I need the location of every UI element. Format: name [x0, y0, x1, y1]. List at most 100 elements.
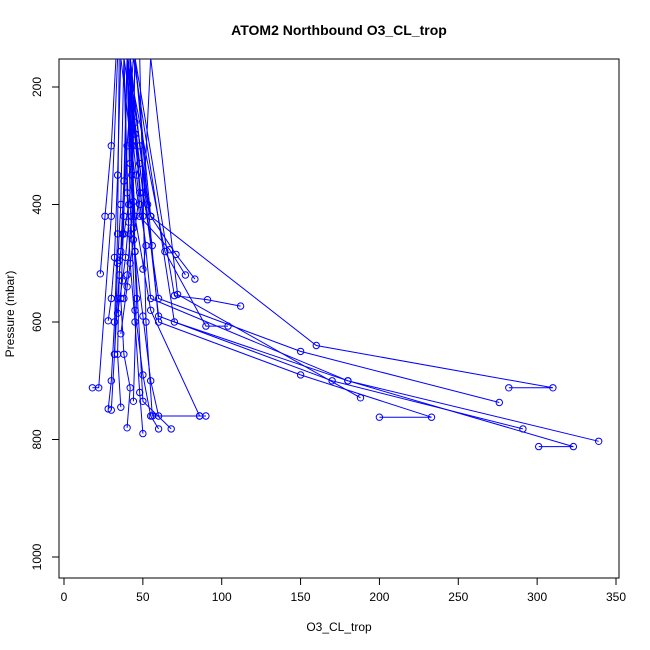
profile-line: [120, 59, 186, 276]
profile-line: [120, 59, 131, 428]
data-point: [595, 437, 603, 445]
profile-line: [126, 59, 160, 417]
profile-line: [123, 59, 500, 403]
data-point: [173, 290, 182, 299]
data-point: [427, 413, 436, 421]
data-point: [96, 270, 105, 278]
profile-line: [150, 59, 361, 399]
profile-line: [139, 59, 200, 417]
x-tick-label: 300: [527, 590, 547, 604]
profile-line: [107, 59, 120, 409]
data-point: [296, 347, 305, 356]
data-point: [312, 341, 320, 350]
profile-line: [99, 59, 117, 274]
data-point: [118, 277, 127, 285]
data-point: [132, 294, 141, 303]
profile-36: [113, 59, 133, 317]
x-tick-label: 100: [212, 590, 232, 604]
profile-line: [117, 59, 130, 314]
data-point: [101, 212, 109, 221]
y-axis: 200 400 600 800 1000: [30, 77, 60, 570]
data-point: [115, 256, 123, 264]
profile-line: [126, 59, 574, 448]
data-point: [132, 171, 141, 179]
data-point: [117, 247, 125, 256]
y-tick-label: 400: [30, 194, 44, 214]
profile-35: [117, 59, 144, 338]
data-point: [129, 236, 138, 244]
chart-title: ATOM2 Northbound O3_CL_trop: [231, 22, 447, 38]
data-point: [148, 412, 157, 420]
data-point: [535, 442, 543, 451]
profile-3: [117, 59, 134, 432]
data-point: [123, 424, 131, 432]
data-point: [154, 318, 163, 326]
profile-line: [134, 59, 196, 280]
profile-line: [126, 59, 553, 389]
data-point: [161, 247, 169, 256]
profile-line: [133, 59, 599, 442]
data-point: [181, 271, 190, 279]
profile-31: [129, 59, 527, 433]
data-point: [121, 253, 130, 262]
data-point: [170, 318, 179, 326]
data-point: [120, 350, 128, 358]
data-point: [203, 296, 212, 304]
y-tick-label: 1000: [30, 543, 44, 570]
data-point: [139, 212, 147, 221]
data-point: [95, 384, 103, 392]
y-tick-label: 600: [30, 312, 44, 332]
data-point: [131, 318, 139, 326]
data-point: [195, 412, 204, 420]
profile-line: [126, 59, 160, 430]
data-point: [117, 403, 125, 411]
data-point: [129, 224, 138, 232]
data-point: [328, 377, 336, 385]
data-point: [147, 306, 155, 314]
profile-line: [134, 59, 241, 307]
data-point: [569, 442, 578, 451]
data-point: [344, 377, 352, 385]
data-point: [154, 312, 163, 320]
data-point: [120, 294, 128, 303]
profile-29: [126, 59, 557, 392]
data-point: [139, 429, 147, 438]
data-point: [123, 283, 131, 291]
profile-27: [150, 59, 365, 402]
profile-11: [104, 59, 122, 413]
data-point: [495, 398, 503, 407]
data-point: [117, 330, 125, 338]
data-point: [123, 271, 131, 279]
profile-28: [134, 59, 436, 421]
profile-30: [123, 59, 503, 407]
data-point: [167, 425, 175, 433]
data-point: [154, 425, 163, 433]
data-point: [296, 371, 305, 379]
profile-line: [134, 59, 432, 418]
data-point: [113, 309, 122, 317]
data-point: [136, 189, 144, 197]
data-point: [147, 377, 155, 385]
y-tick-label: 200: [30, 77, 44, 97]
data-point: [113, 171, 122, 179]
y-tick-label: 800: [30, 429, 44, 449]
data-point: [126, 230, 134, 238]
data-point: [505, 384, 513, 392]
profile-10: [96, 59, 117, 278]
data-point: [139, 371, 147, 379]
x-tick-label: 0: [61, 590, 68, 604]
profile-line: [126, 59, 206, 417]
data-point: [110, 318, 119, 326]
data-point: [104, 405, 112, 413]
data-point: [202, 322, 210, 330]
data-point: [191, 275, 199, 283]
data-point: [139, 265, 147, 273]
data-point: [129, 197, 138, 206]
y-axis-label: Pressure (mbar): [3, 271, 17, 358]
data-point: [125, 218, 133, 226]
data-point: [139, 397, 147, 405]
profile-line: [120, 59, 141, 334]
data-point: [236, 302, 245, 310]
data-point: [375, 413, 384, 421]
